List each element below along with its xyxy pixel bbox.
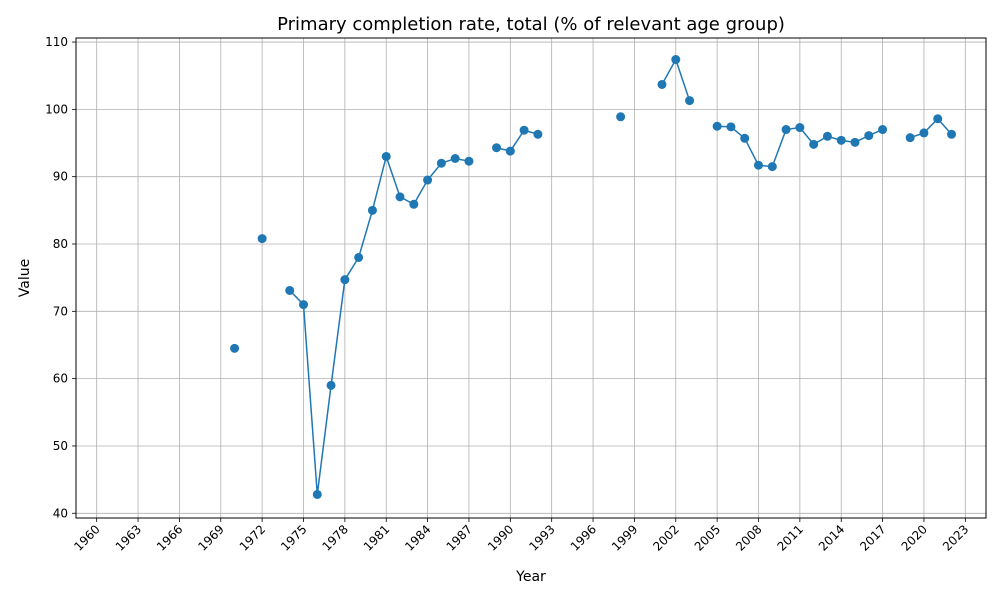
- data-point: [519, 125, 529, 135]
- data-point: [850, 137, 860, 147]
- data-point: [285, 285, 295, 295]
- data-point: [533, 129, 543, 139]
- grid: [76, 38, 986, 518]
- x-tick-label: 2017: [857, 522, 888, 553]
- y-tick-label: 60: [53, 372, 68, 386]
- ticks: 1960 1963 1966 1969 1972 1975 1978 1981 1984 1987…: [45, 35, 971, 554]
- x-tick-label: 2020: [899, 522, 930, 553]
- x-tick-label: 2002: [650, 522, 681, 553]
- data-point: [381, 151, 391, 161]
- plot-frame: [75, 37, 987, 519]
- data-point: [230, 343, 240, 353]
- data-point: [326, 380, 336, 390]
- data-point: [657, 79, 667, 89]
- data-point: [947, 129, 957, 139]
- x-tick-label: 1963: [113, 522, 144, 553]
- x-tick-label: 2008: [733, 522, 764, 553]
- x-tick-label: 2023: [940, 522, 971, 553]
- x-tick-label: 1972: [237, 522, 268, 553]
- y-tick-label: 100: [45, 102, 68, 116]
- data-point: [450, 154, 460, 164]
- series-line-segment: [496, 129, 539, 152]
- data-point: [836, 135, 846, 145]
- data-point: [919, 128, 929, 138]
- x-tick-label: 2005: [692, 522, 723, 553]
- x-tick-label: 1993: [526, 522, 557, 553]
- y-tick-label: 80: [53, 237, 68, 251]
- data-point: [740, 133, 750, 143]
- data-point: [354, 252, 364, 262]
- x-axis-label: Year: [515, 569, 546, 585]
- x-tick-label: 2011: [774, 522, 805, 553]
- data-point: [409, 199, 419, 209]
- data-point: [726, 122, 736, 132]
- data-point: [767, 162, 777, 172]
- data-point: [712, 121, 722, 131]
- data-point: [257, 234, 267, 244]
- data-point: [340, 275, 350, 285]
- data-point: [671, 55, 681, 65]
- series: [230, 55, 957, 499]
- x-tick-label: 1975: [278, 522, 309, 553]
- x-tick-label: 2014: [816, 522, 847, 553]
- data-point: [436, 158, 446, 168]
- data-point: [492, 143, 502, 153]
- data-point: [905, 133, 915, 143]
- x-tick-label: 1990: [485, 522, 516, 553]
- x-tick-label: 1999: [609, 522, 640, 553]
- data-point: [685, 96, 695, 106]
- y-tick-label: 50: [53, 439, 68, 453]
- data-point: [809, 139, 819, 149]
- data-point: [933, 114, 943, 124]
- data-point: [423, 175, 433, 185]
- data-point: [795, 123, 805, 133]
- x-tick-label: 1960: [71, 522, 102, 553]
- data-point: [616, 112, 626, 122]
- series-line-segment: [289, 153, 470, 495]
- x-tick-label: 1981: [361, 522, 392, 553]
- data-point: [822, 131, 832, 141]
- x-tick-label: 1996: [568, 522, 599, 553]
- data-point: [505, 146, 515, 156]
- chart-title: Primary completion rate, total (% of rel…: [277, 14, 785, 35]
- data-point: [312, 489, 322, 499]
- data-point: [754, 160, 763, 170]
- y-axis-label: Value: [17, 259, 33, 297]
- y-tick-label: 70: [53, 304, 68, 318]
- y-tick-label: 90: [53, 170, 68, 184]
- data-point: [299, 300, 308, 310]
- x-tick-label: 1984: [402, 522, 433, 553]
- data-point: [395, 192, 405, 202]
- y-tick-label: 110: [45, 35, 68, 49]
- data-point: [464, 156, 474, 166]
- x-tick-label: 1978: [319, 522, 350, 553]
- data-point: [864, 131, 874, 141]
- x-tick-label: 1966: [154, 522, 185, 553]
- data-point: [367, 205, 377, 215]
- x-tick-label: 1987: [444, 522, 475, 553]
- x-tick-label: 1969: [195, 522, 226, 553]
- data-point: [878, 125, 888, 135]
- data-point: [781, 125, 791, 135]
- series-line-segment: [909, 117, 953, 139]
- y-tick-label: 40: [53, 506, 68, 520]
